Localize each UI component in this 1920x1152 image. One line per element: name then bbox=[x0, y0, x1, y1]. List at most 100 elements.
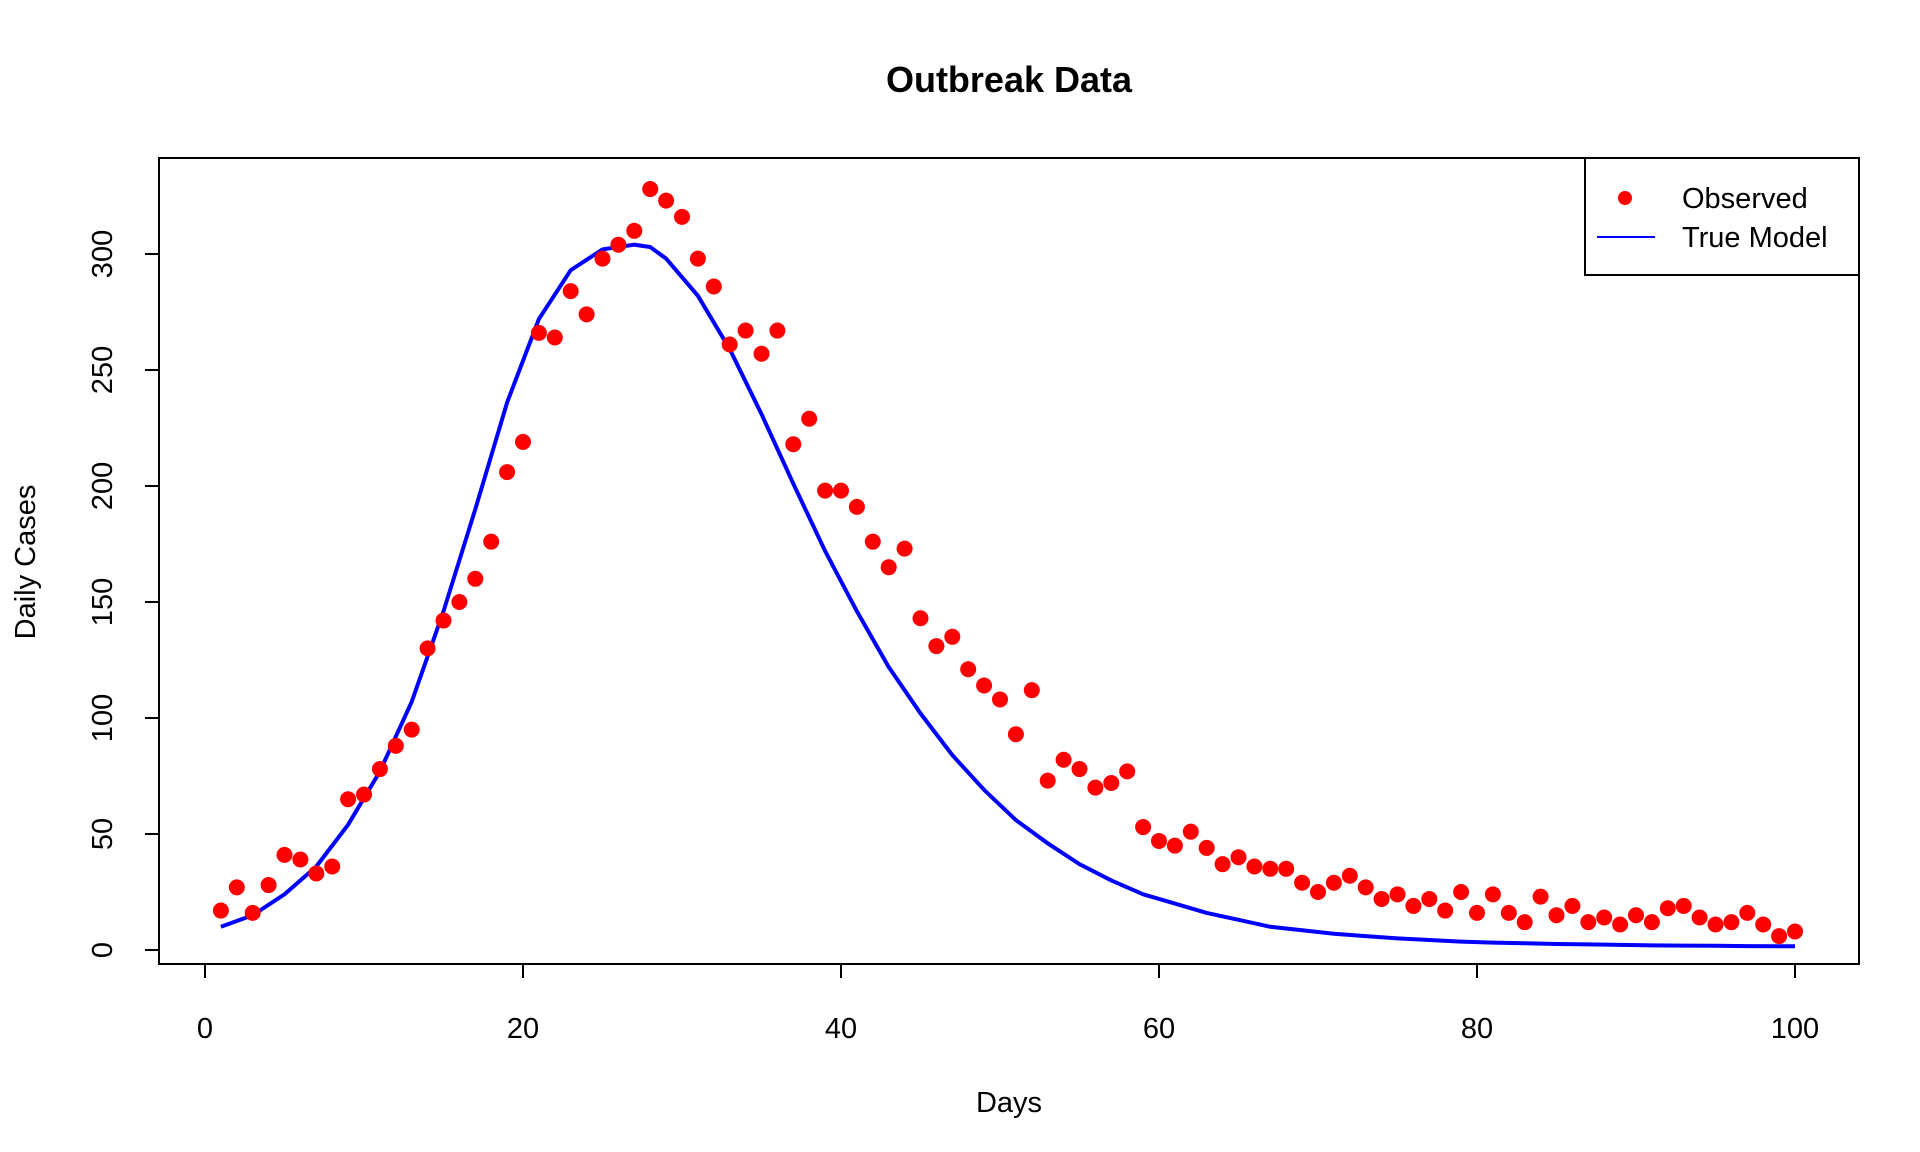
x-tick-label: 100 bbox=[1771, 1013, 1819, 1045]
observed-point bbox=[1007, 726, 1024, 743]
legend-point-marker bbox=[1618, 191, 1632, 205]
y-tick-label: 300 bbox=[87, 230, 119, 278]
observed-point bbox=[1166, 837, 1183, 854]
observed-point bbox=[1357, 879, 1374, 896]
observed-point bbox=[499, 464, 516, 481]
observed-point bbox=[833, 482, 849, 499]
observed-point bbox=[1151, 832, 1167, 849]
observed-point bbox=[1755, 916, 1772, 933]
observed-point bbox=[1500, 904, 1517, 921]
x-tick-label: 20 bbox=[507, 1013, 539, 1045]
observed-point bbox=[610, 236, 627, 253]
observed-point bbox=[1675, 897, 1692, 914]
y-tick-label: 250 bbox=[87, 346, 119, 394]
observed-point bbox=[546, 329, 563, 346]
observed-point bbox=[1278, 860, 1295, 877]
observed-point bbox=[1643, 914, 1660, 931]
observed-point bbox=[1135, 819, 1152, 836]
observed-point bbox=[1071, 761, 1088, 778]
observed-point bbox=[419, 640, 436, 657]
observed-point bbox=[562, 283, 579, 300]
observed-point bbox=[1787, 923, 1803, 940]
observed-point bbox=[1262, 860, 1279, 877]
observed-point bbox=[483, 533, 500, 550]
y-axis-label: Daily Cases bbox=[10, 485, 42, 640]
y-tick-label: 150 bbox=[87, 578, 119, 626]
observed-point bbox=[1103, 774, 1120, 791]
legend: Observed True Model bbox=[1584, 157, 1860, 276]
x-tick-label: 80 bbox=[1461, 1013, 1493, 1045]
observed-point bbox=[1405, 897, 1422, 914]
observed-point bbox=[960, 661, 977, 678]
observed-point bbox=[403, 721, 420, 738]
observed-point bbox=[515, 433, 531, 450]
y-axis: 0 50 100 150 200 250 300 bbox=[87, 230, 160, 958]
observed-point bbox=[705, 278, 722, 295]
observed-point bbox=[1246, 858, 1263, 875]
y-tick-label: 50 bbox=[87, 818, 119, 850]
x-tick-label: 40 bbox=[825, 1013, 857, 1045]
observed-point bbox=[1596, 909, 1613, 926]
observed-point bbox=[1198, 839, 1215, 856]
observed-point bbox=[1373, 890, 1390, 907]
observed-point bbox=[1119, 763, 1136, 780]
observed-point bbox=[260, 877, 277, 894]
x-tick-label: 60 bbox=[1143, 1013, 1175, 1045]
observed-point bbox=[1723, 914, 1740, 931]
observed-point bbox=[451, 594, 468, 610]
plot-frame bbox=[158, 157, 1860, 965]
observed-point bbox=[658, 192, 675, 209]
observed-point bbox=[944, 628, 961, 645]
observed-point bbox=[1325, 874, 1342, 891]
observed-point bbox=[1612, 916, 1629, 933]
legend-box bbox=[1584, 157, 1860, 276]
observed-point bbox=[1182, 823, 1199, 840]
observed-point bbox=[848, 498, 865, 515]
observed-point bbox=[1564, 897, 1581, 914]
observed-points bbox=[212, 181, 1803, 945]
observed-point bbox=[1739, 904, 1756, 921]
observed-point bbox=[928, 638, 945, 655]
observed-point bbox=[992, 691, 1008, 708]
observed-point bbox=[244, 904, 261, 921]
x-axis: 0 20 40 60 80 100 bbox=[197, 963, 1819, 1045]
observed-point bbox=[817, 482, 834, 499]
observed-point bbox=[1532, 888, 1549, 905]
observed-point bbox=[1580, 914, 1597, 931]
observed-point bbox=[1341, 867, 1358, 884]
observed-point bbox=[1421, 890, 1438, 907]
observed-point bbox=[1691, 909, 1708, 926]
observed-point bbox=[356, 786, 372, 803]
observed-point bbox=[1214, 856, 1231, 873]
observed-point bbox=[1230, 849, 1247, 866]
observed-point bbox=[594, 250, 611, 267]
observed-point bbox=[1548, 907, 1565, 924]
legend-label-true-model: True Model bbox=[1682, 222, 1828, 254]
observed-point bbox=[1389, 886, 1406, 903]
observed-point bbox=[1023, 682, 1040, 699]
observed-point bbox=[721, 336, 738, 353]
observed-point bbox=[1437, 902, 1454, 919]
x-tick-label: 0 bbox=[197, 1013, 213, 1045]
observed-point bbox=[371, 761, 388, 778]
observed-point bbox=[642, 181, 659, 198]
x-axis-label: Days bbox=[976, 1087, 1042, 1119]
observed-point bbox=[435, 612, 452, 629]
observed-point bbox=[387, 737, 404, 754]
observed-point bbox=[689, 250, 706, 267]
y-tick-label: 0 bbox=[87, 942, 119, 958]
chart-title: Outbreak Data bbox=[886, 59, 1133, 100]
observed-point bbox=[292, 851, 309, 868]
observed-point bbox=[467, 570, 484, 587]
observed-point bbox=[324, 858, 341, 875]
observed-point bbox=[1516, 914, 1533, 931]
observed-point bbox=[626, 222, 643, 239]
observed-point bbox=[753, 345, 770, 362]
observed-point bbox=[801, 410, 818, 427]
observed-point bbox=[578, 306, 595, 323]
observed-point bbox=[530, 324, 547, 341]
observed-point bbox=[1628, 907, 1644, 924]
observed-point bbox=[276, 846, 293, 863]
observed-point bbox=[737, 322, 754, 339]
observed-point bbox=[976, 677, 993, 694]
